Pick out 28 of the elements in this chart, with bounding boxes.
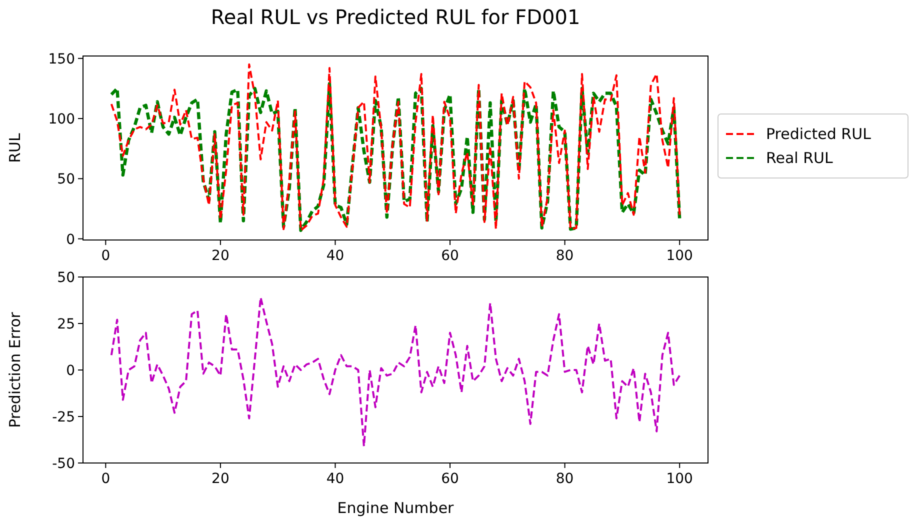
- line-series: [110, 296, 681, 448]
- y-tick-label: 50: [57, 172, 75, 188]
- y-tick-label: 100: [48, 112, 75, 128]
- y-tick-label: -25: [52, 410, 75, 426]
- legend-label: Real RUL: [766, 149, 834, 167]
- x-axis-title: Engine Number: [337, 499, 455, 517]
- y-tick-label: 25: [57, 316, 75, 332]
- x-tick-label: 60: [441, 248, 459, 264]
- x-tick-label: 0: [101, 471, 110, 487]
- x-tick-label: 100: [666, 248, 693, 264]
- x-tick-label: 60: [441, 471, 459, 487]
- x-tick-label: 80: [556, 471, 574, 487]
- x-tick-label: 0: [101, 248, 110, 264]
- y-axis-title: Prediction Error: [6, 311, 24, 428]
- x-tick-label: 40: [326, 248, 344, 264]
- x-tick-label: 20: [212, 248, 230, 264]
- y-tick-label: 50: [57, 270, 75, 286]
- x-tick-label: 20: [212, 471, 230, 487]
- y-tick-label: 0: [66, 363, 75, 379]
- x-tick-label: 100: [666, 471, 693, 487]
- y-tick-label: 0: [66, 232, 75, 248]
- x-tick-label: 40: [326, 471, 344, 487]
- y-tick-label: -50: [52, 456, 75, 472]
- x-tick-label: 80: [556, 248, 574, 264]
- y-axis-title: RUL: [6, 132, 24, 163]
- y-tick-label: 150: [48, 51, 75, 68]
- legend-label: Predicted RUL: [766, 125, 872, 143]
- chart-title: Real RUL vs Predicted RUL for FD001: [210, 5, 580, 29]
